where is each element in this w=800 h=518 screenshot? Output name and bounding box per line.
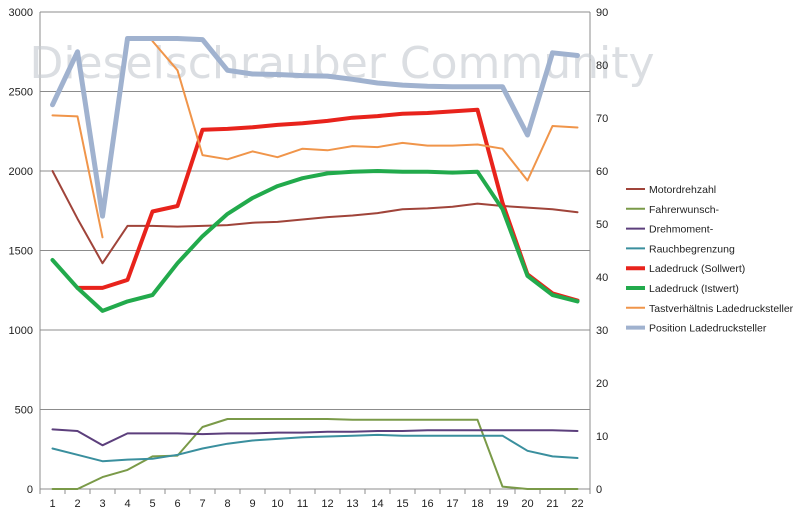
series-line-motordrehzahl [51,170,579,265]
x-tick-label: 18 [471,498,483,510]
series-line-rauchbegrenzung [51,433,579,463]
legend-label: Drehmoment- [649,224,714,236]
series-lines [50,36,580,490]
series-line-drehmoment [51,428,579,447]
x-tick-label: 17 [446,498,458,510]
x-tick-label: 10 [271,498,283,510]
legend-label: Position Ladedrucksteller [649,323,767,335]
x-tick-label: 12 [321,498,333,510]
x-tick-label: 21 [546,498,558,510]
tick-labels: 0 500 1000 1500 2000 2500 3000 0 10 20 30 40 50 60 70 8… [9,7,609,510]
series-line-ladedruck-istwert [50,169,580,313]
y-right-tick-label: 60 [596,166,608,178]
series-line-tastverh-ltnis-ladedrucksteller [51,40,579,239]
y-right-tick-label: 80 [596,60,608,72]
x-tick-label: 3 [99,498,105,510]
x-tick-label: 6 [174,498,180,510]
x-tick-label: 15 [396,498,408,510]
y-right-tick-label: 70 [596,113,608,125]
series-line-fahrerwunsch [51,418,579,490]
y-left-tick-label: 3000 [9,7,33,19]
legend: Motordrehzahl Fahrerwunsch- Drehmoment- Rau… [626,184,794,335]
y-left-tick-label: 2000 [9,166,33,178]
y-left-tick-label: 500 [15,405,33,417]
legend-label: Rauchbegrenzung [649,243,735,255]
y-left-tick-label: 1500 [9,246,33,258]
x-tick-label: 20 [521,498,533,510]
axes [39,12,591,494]
legend-label: Tastverhältnis Ladedrucksteller [649,303,794,315]
y-right-tick-label: 40 [596,272,608,284]
y-right-tick-label: 0 [596,484,602,496]
legend-label: Motordrehzahl [649,184,716,196]
x-tick-label: 7 [199,498,205,510]
series-line-ladedruck-sollwert [75,107,580,303]
y-right-tick-label: 20 [596,378,608,390]
legend-label: Ladedruck (Sollwert) [649,263,745,275]
y-right-tick-label: 50 [596,219,608,231]
x-tick-label: 8 [224,498,230,510]
y-right-tick-label: 90 [596,7,608,19]
x-tick-label: 9 [249,498,255,510]
x-tick-label: 1 [49,498,55,510]
x-tick-label: 11 [297,498,308,510]
x-tick-label: 16 [421,498,433,510]
x-tick-label: 2 [74,498,80,510]
y-left-tick-label: 1000 [9,325,33,337]
x-tick-label: 19 [496,498,508,510]
y-left-tick-label: 2500 [9,87,33,99]
x-tick-label: 4 [124,498,130,510]
y-right-tick-label: 10 [596,431,608,443]
x-tick-label: 22 [571,498,583,510]
series-line-position-ladedrucksteller [50,36,580,219]
x-tick-label: 13 [346,498,358,510]
legend-label: Ladedruck (Istwert) [649,283,739,295]
x-tick-label: 5 [149,498,155,510]
y-right-tick-label: 30 [596,325,608,337]
gridlines [40,11,590,410]
x-tick-label: 14 [371,498,383,510]
legend-label: Fahrerwunsch- [649,204,720,216]
y-left-tick-label: 0 [27,484,33,496]
